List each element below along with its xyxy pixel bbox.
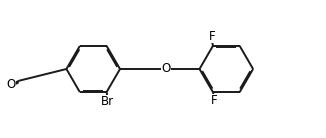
Text: F: F: [209, 30, 215, 43]
Text: O: O: [162, 63, 171, 75]
Text: F: F: [211, 95, 217, 108]
Text: Br: Br: [101, 95, 114, 108]
Text: O: O: [7, 78, 16, 91]
